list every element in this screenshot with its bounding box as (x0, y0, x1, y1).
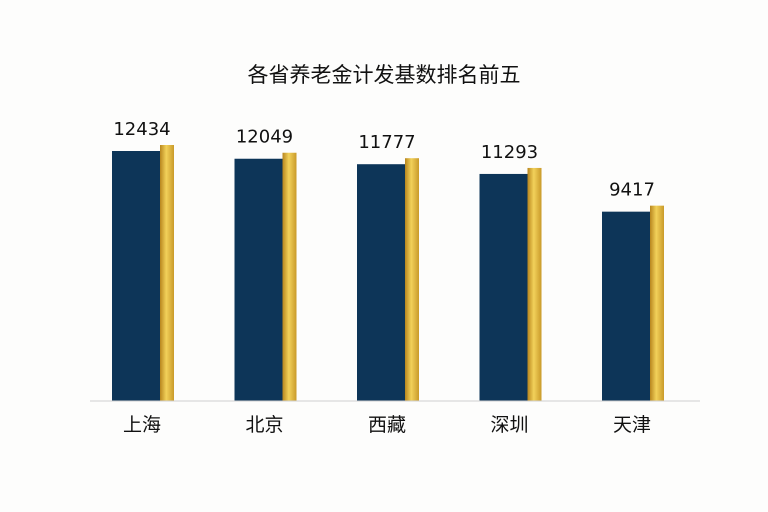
category-label-2: 西藏 (368, 414, 406, 436)
bar-3 (479, 173, 528, 401)
bars-layer (112, 145, 664, 401)
value-label-3: 11293 (481, 142, 538, 163)
bar-4 (602, 211, 650, 401)
category-label-1: 北京 (245, 414, 283, 436)
bar-accent-4 (650, 205, 664, 401)
bar-accent-0 (160, 145, 174, 401)
bar-accent-1 (282, 152, 297, 401)
bar-0 (112, 151, 160, 401)
chart-title: 各省养老金计发基数排名前五 (248, 63, 521, 87)
value-label-0: 12434 (113, 119, 170, 140)
bar-accent-3 (527, 167, 542, 401)
value-label-1: 12049 (236, 127, 293, 148)
category-label-3: 深圳 (490, 414, 528, 436)
category-label-0: 上海 (123, 414, 161, 436)
value-label-2: 11777 (358, 132, 415, 153)
labels-layer: 12434 上海 12049 北京 11777 西藏 11293 深圳 9417 天津 (113, 119, 655, 436)
category-label-4: 天津 (613, 414, 651, 436)
bar-1 (234, 158, 283, 401)
bar-accent-2 (405, 158, 419, 401)
bar-2 (357, 164, 405, 401)
value-label-4: 9417 (609, 180, 655, 201)
